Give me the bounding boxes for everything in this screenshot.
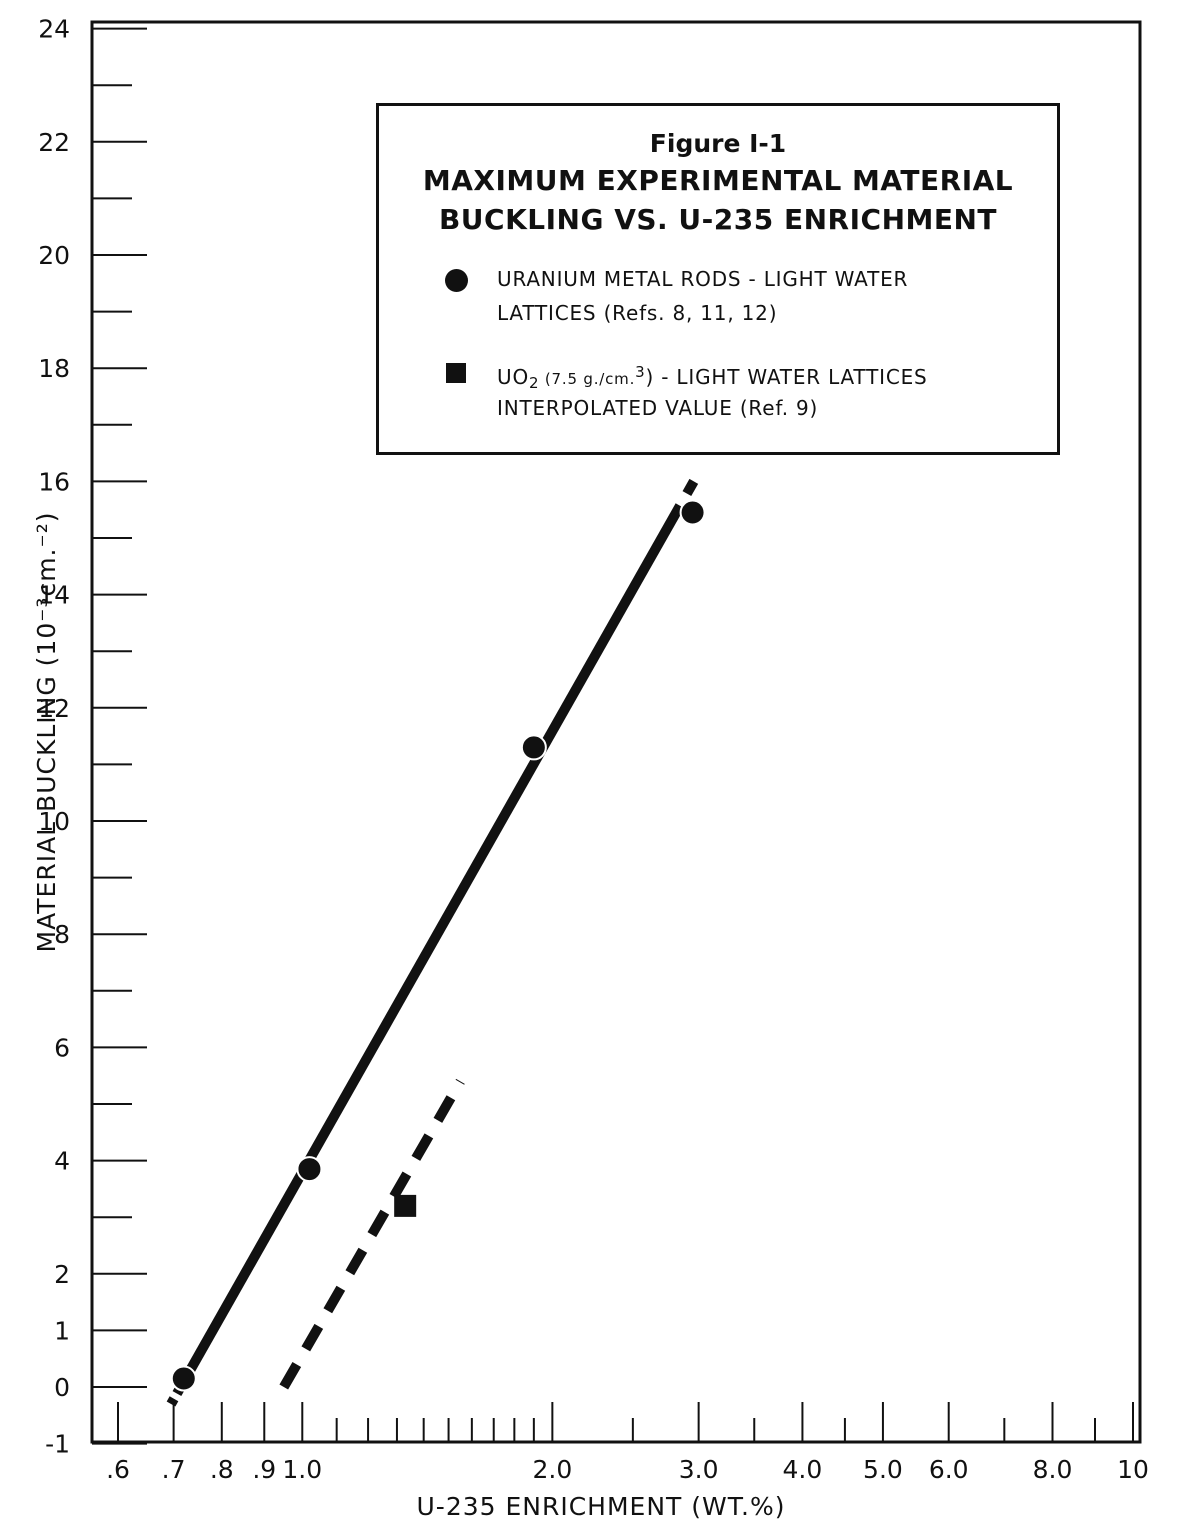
- y-tick-label: 4: [54, 1147, 70, 1176]
- legend-square-marker: [446, 363, 466, 383]
- series-1-line-end-dash: [682, 478, 699, 497]
- circle-data-point: [296, 1156, 323, 1183]
- fit-lines: [166, 478, 699, 1407]
- circle-data-point: [679, 499, 706, 526]
- square-data-point: [394, 1194, 417, 1217]
- legend-entry-2-superscript: 3: [635, 363, 646, 381]
- y-tick-label: 8: [54, 920, 70, 949]
- series-2-dashed-line: [279, 1078, 465, 1390]
- x-axis-title: U-235 ENRICHMENT (WT.%): [417, 1492, 786, 1521]
- y-tick-label: 22: [38, 128, 70, 157]
- y-axis-title: MATERIAL BUCKLING (10⁻³cm.⁻²): [32, 512, 61, 953]
- circle-data-point: [170, 1365, 197, 1392]
- legend-entry-2-prefix: UO: [497, 365, 529, 389]
- x-tick-label: 2.0: [532, 1455, 572, 1484]
- legend-entry-1-line-2: LATTICES (Refs. 8, 11, 12): [497, 301, 778, 325]
- y-tick-label: 16: [38, 467, 70, 496]
- figure-number: Figure I-1: [649, 129, 787, 158]
- x-tick-label: .7: [162, 1455, 186, 1484]
- legend-entry-1-line-1: URANIUM METAL RODS - LIGHT WATER: [497, 267, 909, 291]
- x-tick-label: 1.0: [282, 1455, 322, 1484]
- x-tick-label: 3.0: [679, 1455, 719, 1484]
- y-tick-label: 14: [38, 581, 70, 610]
- x-tick-label: .8: [210, 1455, 234, 1484]
- y-tick-label: 0: [54, 1373, 70, 1402]
- circle-data-point: [520, 734, 547, 761]
- figure-title-line-1: MAXIMUM EXPERIMENTAL MATERIAL: [422, 164, 1014, 197]
- legend-entry-2-line-2: INTERPOLATED VALUE (Ref. 9): [497, 396, 819, 420]
- legend-entry-2-subscript: 2: [528, 374, 540, 392]
- plot-frame: [90, 20, 1142, 1444]
- x-tick-label: 10: [1117, 1455, 1149, 1484]
- x-tick-label: 6.0: [929, 1455, 969, 1484]
- x-tick-label: 4.0: [783, 1455, 823, 1484]
- series-1-fit-line: [172, 503, 685, 1397]
- x-tick-label: .9: [252, 1455, 276, 1484]
- figure-title-line-2: BUCKLING VS. U-235 ENRICHMENT: [438, 203, 998, 236]
- legend-entry-2-line-1: UO2 (7.5 g./cm.3) - LIGHT WATER LATTICES: [497, 356, 928, 400]
- y-tick-label: 24: [38, 15, 70, 44]
- y-tick-label: 12: [38, 694, 70, 723]
- data-points: [170, 499, 706, 1392]
- y-tick-label: 10: [38, 807, 70, 836]
- legend-circle-marker: [445, 269, 468, 292]
- y-tick-label: 2: [54, 1260, 70, 1289]
- x-tick-label: 8.0: [1033, 1455, 1073, 1484]
- legend-entry-2-density: (7.5 g./cm.: [539, 370, 636, 388]
- y-tick-label: -1: [45, 1430, 70, 1459]
- y-tick-label: 20: [38, 241, 70, 270]
- x-tick-label: .6: [106, 1455, 130, 1484]
- y-tick-label: 6: [54, 1033, 70, 1062]
- legend-box: Figure I-1 MAXIMUM EXPERIMENTAL MATERIAL…: [376, 103, 1060, 455]
- series-1-line-start-dash: [166, 1396, 179, 1407]
- legend-entry-2-suffix: ) - LIGHT WATER LATTICES: [645, 365, 928, 389]
- y-tick-label: 18: [38, 354, 70, 383]
- x-tick-label: 5.0: [863, 1455, 903, 1484]
- y-tick-label: 1: [54, 1316, 70, 1345]
- x-axis-ticks: .6 .7 .8 .9 1.0 2.0 3.0 4.0 5.0 6.0 8.0 10: [106, 1402, 1149, 1484]
